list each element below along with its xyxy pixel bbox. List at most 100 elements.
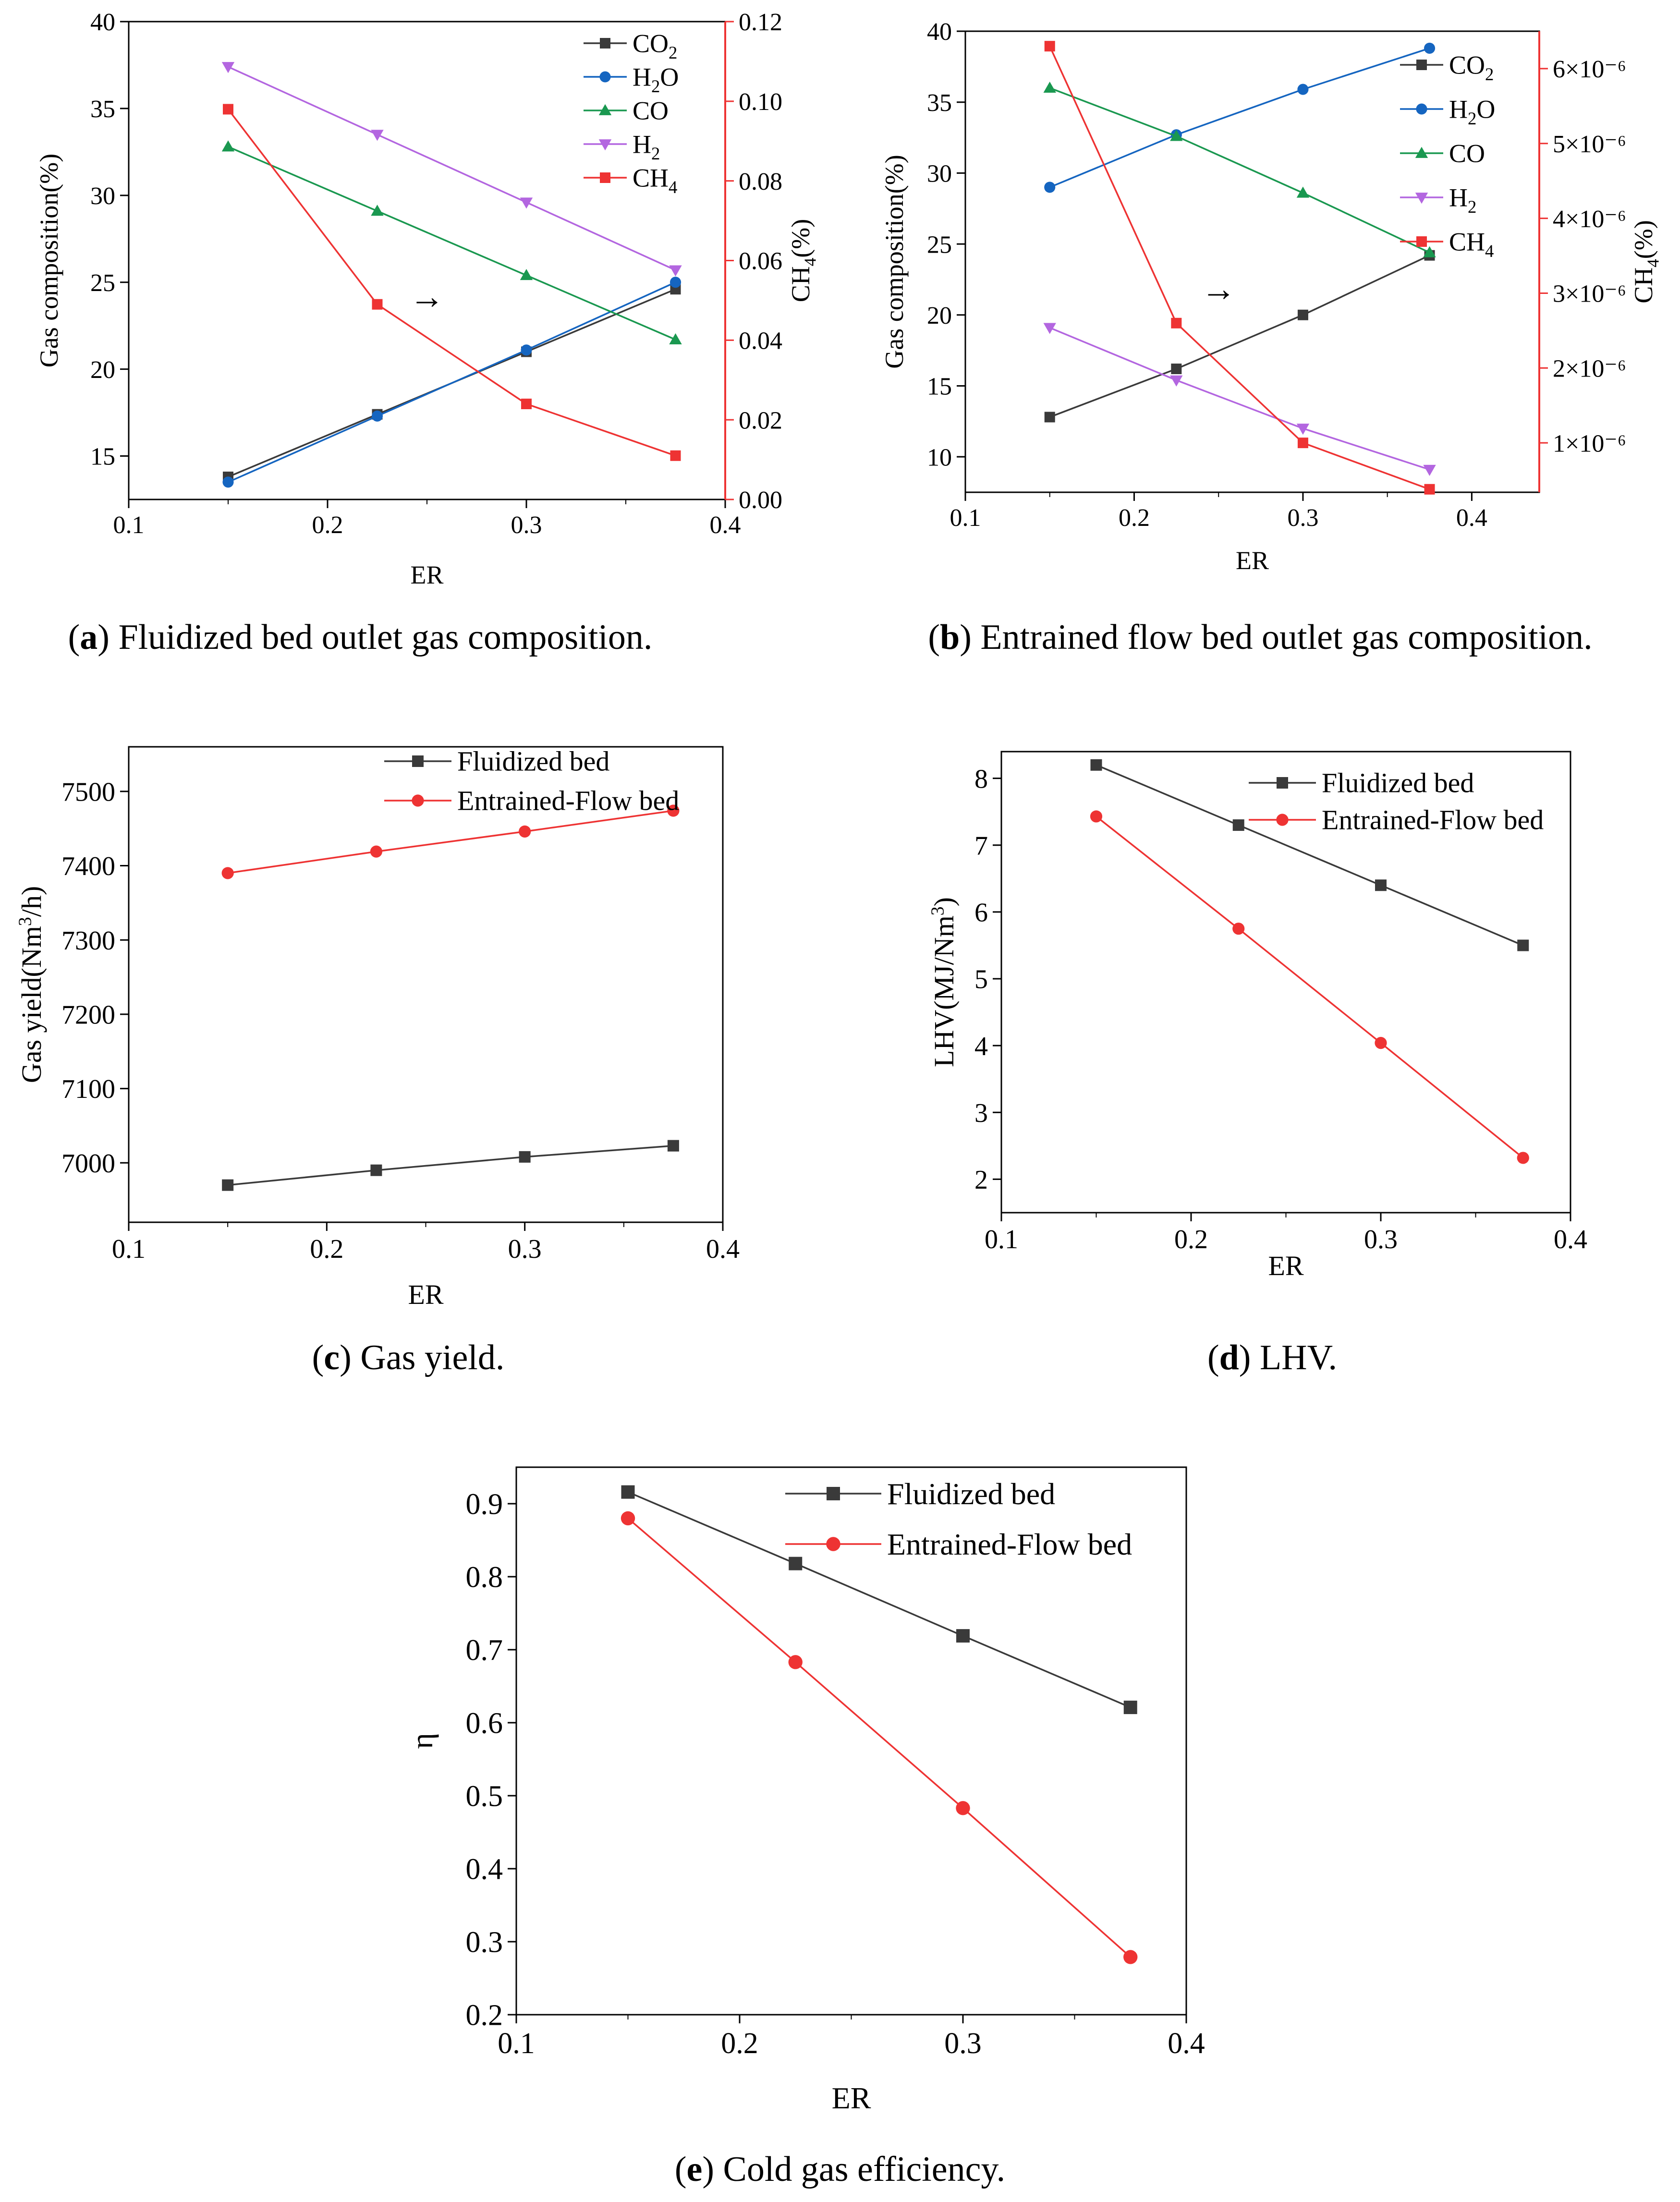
chart-b-data-point-h2 [1296,424,1310,435]
chart-b-series-line-co [1049,87,1430,254]
chart-a-data-point-co [520,269,533,280]
chart-b-series-line-co2 [1049,255,1430,418]
chart-c-legend: Fluidized bed Entrained-Flow bed [384,746,679,816]
chart-c-y-tick-label: 7200 [61,1000,115,1030]
chart-c-legend-label: Fluidized bed [457,746,609,777]
chart-b-data-point-h2 [1170,375,1183,387]
caption-c-close-paren: ) [340,1338,352,1377]
chart-e-x-tick-label: 0.4 [1168,2027,1205,2060]
chart-e-legend-marker [826,1537,840,1551]
chart-a-series-line-ch4 [227,109,676,457]
chart-b-legend-marker [1416,60,1427,70]
chart-d-data-point-entrained-flow-bed [1375,1037,1387,1049]
chart-b-entrained-gas-composition: 0.1 0.2 0.3 0.4 10 15 20 25 30 35 40 1×10⁻⁶ 2×10⁻⁶ 3×… [880,18,1663,575]
chart-e-y-tick-label: 0.2 [466,1999,503,2032]
chart-c-data-point-fluidized-bed [519,1151,531,1163]
chart-d-series-line-entrained-flow-bed [1096,815,1524,1159]
chart-a-y2-tick-label: 0.02 [739,407,782,434]
chart-c-plot-frame [128,746,724,1223]
chart-b-y2-tick-label: 6×10⁻⁶ [1553,56,1626,83]
chart-b-data-point-h2o [1424,42,1436,54]
chart-c-x-tick-label: 0.1 [112,1234,146,1264]
chart-b-x-tick-label: 0.3 [1287,504,1318,532]
chart-c-series-line-entrained-flow-bed [227,810,674,874]
chart-a-y-tick-label: 40 [90,9,115,36]
chart-c-data-point-entrained-flow-bed [370,845,383,858]
chart-a-data-point-h2o [670,277,682,288]
chart-b-x-tick-label: 0.1 [950,504,981,532]
chart-b-legend-marker [1415,146,1428,158]
chart-d-lhv: 0.1 0.2 0.3 0.4 2 3 4 5 6 7 8 ER LHV(MJ/Nm3) Fluidize… [928,751,1587,1281]
chart-e-y-tick-label: 0.9 [466,1488,503,1521]
chart-a-legend-label: H2 [633,130,660,163]
chart-a-series-line-co [228,146,676,341]
chart-d-data-point-fluidized-bed [1232,819,1244,831]
chart-c-y-tick-label: 7300 [61,926,115,956]
chart-a-legend-marker [598,139,612,151]
chart-c-data-point-fluidized-bed [667,1140,679,1152]
chart-b-data-point-h2o [1297,84,1309,95]
caption-b-text: Entrained flow bed outlet gas compositio… [971,618,1593,657]
chart-a-y2-tick-label: 0.12 [739,9,782,36]
chart-e-series-line-fluidized-bed [627,1491,1131,1708]
chart-c-series-line-fluidized-bed [227,1144,674,1186]
chart-a-data-point-co [669,333,682,345]
chart-a-data-point-co [221,140,235,152]
chart-d-legend-label: Fluidized bed [1322,767,1474,799]
caption-b: (b) Entrained flow bed outlet gas compos… [840,617,1680,658]
chart-a-data-point-ch4 [521,399,532,409]
chart-b-y-tick-label: 35 [927,89,952,117]
chart-a-y-tick-label: 30 [90,182,115,210]
chart-d-x-tick-label: 0.2 [1174,1225,1208,1254]
chart-e-y-tick-label: 0.7 [466,1634,503,1667]
caption-e-close-paren: ) [702,2150,714,2189]
chart-a-y2-tick-label: 0.04 [739,328,782,355]
chart-e-series-line-entrained-flow-bed [627,1518,1131,1958]
chart-e-x-axis-label: ER [832,2081,871,2115]
chart-d-y-tick-label: 3 [974,1098,988,1128]
chart-b-legend-label: H2 [1449,183,1476,217]
chart-b-y-tick-label: 40 [927,18,952,46]
chart-d-data-point-fluidized-bed [1090,759,1102,771]
chart-c-data-point-entrained-flow-bed [667,804,680,817]
caption-e-open-paren: ( [674,2150,687,2189]
chart-a-y-axis-label: Gas composition(%) [35,154,63,367]
chart-a-legend-marker [600,172,610,183]
chart-b-data-point-co [1170,130,1183,141]
chart-e-y-tick-label: 0.3 [466,1926,503,1959]
chart-b-data-point-co [1296,186,1310,198]
chart-e-x-tick-label: 0.3 [944,2027,982,2060]
chart-b-y-tick-label: 15 [927,373,952,401]
chart-a-data-point-h2 [221,62,235,73]
chart-c-legend-marker [412,794,424,807]
chart-b-y2-tick-label: 4×10⁻⁶ [1553,206,1626,233]
chart-e-data-point-fluidized-bed [621,1485,635,1499]
chart-c-y-axis-label: Gas yield(Nm3/h) [15,886,47,1083]
chart-d-data-point-fluidized-bed [1375,879,1387,891]
chart-d-legend-marker [1276,814,1289,826]
chart-b-series-line-h2o [1049,47,1430,188]
chart-c-data-point-entrained-flow-bed [519,825,531,838]
chart-a-y2-tick-label: 0.10 [739,88,782,116]
chart-b-data-point-ch4 [1171,317,1182,328]
chart-e-data-point-entrained-flow-bed [621,1511,635,1526]
chart-a-y2-tick-label: 0.06 [739,248,782,275]
chart-a-series-line-h2 [228,66,676,271]
chart-b-data-point-co2 [1044,412,1055,423]
chart-e-legend-label: Fluidized bed [887,1477,1055,1511]
chart-b-y2-tick-label: 1×10⁻⁶ [1553,430,1626,457]
chart-a-y-tick-label: 20 [90,356,115,384]
chart-a-data-point-ch4 [372,299,383,310]
chart-e-data-point-entrained-flow-bed [956,1801,970,1815]
chart-c-y-tick-label: 7500 [61,777,115,807]
chart-b-y2-tick-label: 2×10⁻⁶ [1553,355,1626,382]
chart-b-legend-marker [1416,103,1427,115]
chart-c-data-point-entrained-flow-bed [221,867,234,879]
chart-a-legend-label: H2O [633,62,679,96]
chart-b-data-point-h2 [1423,464,1436,476]
caption-d: (d) LHV. [864,1338,1680,1378]
chart-b-legend-marker [1416,236,1427,247]
caption-c: (c) Gas yield. [0,1338,816,1378]
chart-b-series-line-ch4 [1049,46,1430,490]
chart-e-y-tick-label: 0.5 [466,1780,503,1813]
